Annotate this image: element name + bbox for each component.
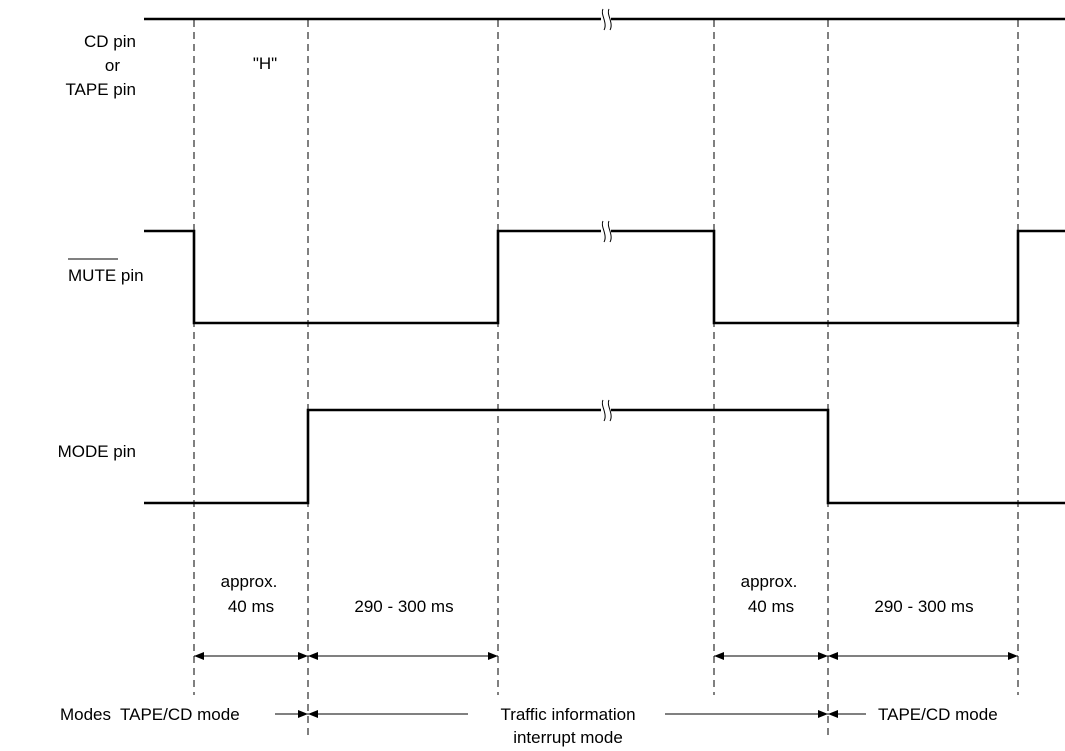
break-mark [601,399,612,422]
duration-arrow [308,652,498,660]
cd-tape-pin-label-line-1: CD pin [84,32,136,51]
mode-item-3: TAPE/CD mode [878,705,998,724]
signal-labels: CD pin or TAPE pin "H" MUTE pin MODE pin [58,32,278,461]
mute-pin-label: MUTE pin [68,266,144,285]
cd-tape-state-label: "H" [253,54,277,73]
duration-3-line-1: approx. [741,572,798,591]
mode-item-2-arrowhead-right [818,710,828,718]
duration-4: 290 - 300 ms [874,597,973,616]
duration-2: 290 - 300 ms [354,597,453,616]
mode-item-3-arrowhead [828,710,838,718]
mode-waveform [144,408,1065,505]
cd-tape-pin-label-line-2: or [105,56,120,75]
cd-tape-pin-label-line-3: TAPE pin [65,80,136,99]
duration-arrows [194,652,1018,660]
mode-item-1: TAPE/CD mode [120,705,240,724]
mode-pin-label: MODE pin [58,442,136,461]
break-mark [601,220,612,243]
duration-arrow [714,652,828,660]
duration-1-line-1: approx. [221,572,278,591]
modes-row: Modes TAPE/CD mode Traffic information i… [60,705,998,747]
break-mark [601,8,612,31]
mute-pin-label-suffix: pin [116,266,143,285]
duration-labels: approx. 40 ms 290 - 300 ms approx. 40 ms… [221,572,974,616]
mode-item-2-arrowhead-left [308,710,318,718]
mode-item-1-arrowhead [298,710,308,718]
mute-waveform [144,229,1065,325]
duration-arrow [828,652,1018,660]
duration-3-line-2: 40 ms [748,597,794,616]
guide-lines [193,20,1019,735]
mode-item-2-line-1: Traffic information [500,705,635,724]
mode-item-2-line-2: interrupt mode [513,728,623,747]
modes-row-label: Modes [60,705,111,724]
duration-1-line-2: 40 ms [228,597,274,616]
duration-arrow [194,652,308,660]
time-break-marks [601,8,612,422]
waveforms [144,17,1065,505]
mute-pin-label-name: MUTE [68,266,116,285]
